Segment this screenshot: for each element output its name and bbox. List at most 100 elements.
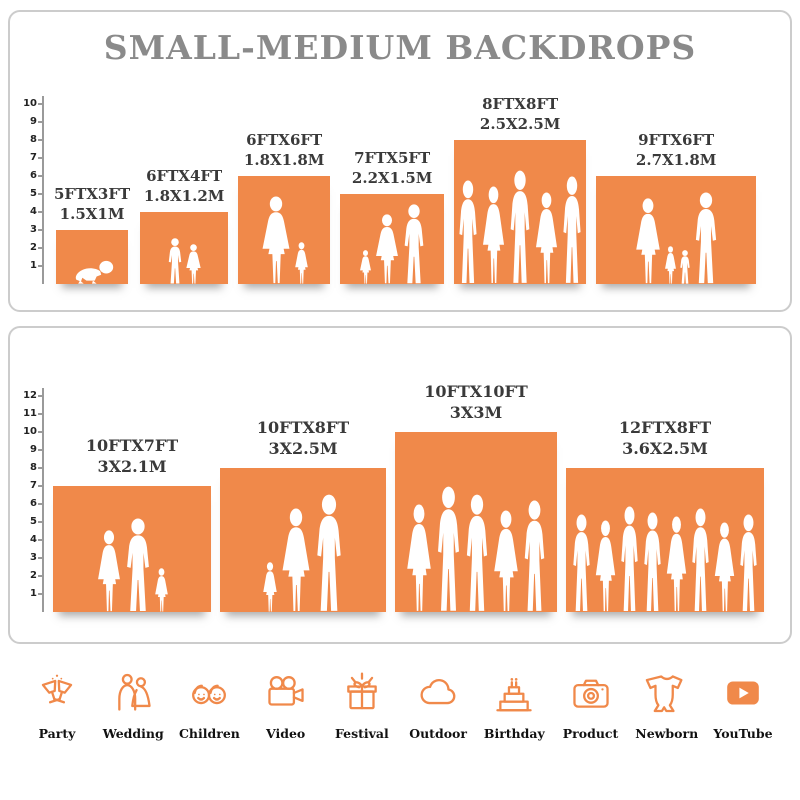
product-icon <box>572 679 609 708</box>
backdrop-bar <box>340 194 445 284</box>
person-silhouette <box>168 238 181 284</box>
backdrop-size-label: 7FTX5FT 2.2X1.5M <box>352 149 432 188</box>
person-silhouette <box>459 180 477 283</box>
person-silhouette <box>595 520 616 612</box>
person-silhouette <box>438 486 459 611</box>
person-silhouette <box>664 246 676 284</box>
birthday-icon <box>496 678 532 712</box>
category-birthday: Birthday <box>479 670 549 741</box>
person-silhouette <box>483 186 505 284</box>
bottom-panel: 1 2 3 4 5 6 7 8 9 10 11 12 10FTX7FT 3X2.… <box>8 326 792 644</box>
person-silhouette <box>635 198 660 284</box>
ruler-tick: 3 <box>30 224 43 235</box>
person-silhouette <box>375 214 398 284</box>
backdrop-bar <box>56 230 129 284</box>
backdrop-bar <box>454 140 587 284</box>
children-icon <box>192 684 227 705</box>
person-silhouette <box>563 176 581 283</box>
backdrop-12x8: 12FTX8FT 3.6X2.5M <box>566 418 764 612</box>
size-ft: 9FTX6FT <box>638 131 715 149</box>
backdrop-size-label: 10FTX10FT 3X3M <box>424 382 527 424</box>
bottom-chart: 1 2 3 4 5 6 7 8 9 10 11 12 10FTX7FT 3X2.… <box>23 382 776 612</box>
category-label: Wedding <box>102 726 164 741</box>
category-label: Video <box>266 726 306 741</box>
ruler-tick: 2 <box>30 570 43 581</box>
category-children: Children <box>174 670 244 741</box>
person-silhouette <box>510 170 530 283</box>
size-ft: 8FTX8FT <box>482 95 559 113</box>
person-silhouette <box>573 514 590 612</box>
backdrop-bar <box>566 468 764 612</box>
newborn-icon <box>645 675 683 713</box>
person-silhouette <box>185 244 201 284</box>
category-label: Product <box>562 726 619 741</box>
person-silhouette <box>97 530 120 612</box>
backdrop-size-label: 5FTX3FT 1.5X1M <box>54 185 130 224</box>
size-ft: 12FTX8FT <box>618 418 712 438</box>
person-silhouette <box>359 250 371 284</box>
category-label: Party <box>38 726 76 741</box>
ruler-tick: 7 <box>30 152 43 163</box>
ruler-line <box>42 388 44 612</box>
top-chart: 1 2 3 4 5 6 7 8 9 10 5FTX3FT 1.5X1M 6FTX… <box>23 95 776 284</box>
outdoor-icon <box>420 678 456 705</box>
person-silhouette <box>407 504 431 611</box>
backdrop-size-label: 9FTX6FT 2.7X1.8M <box>636 131 716 170</box>
person-silhouette <box>282 508 310 611</box>
festival-icon <box>347 672 377 710</box>
ruler-tick: 12 <box>23 390 43 401</box>
backdrop-10x7: 10FTX7FT 3X2.1M <box>53 436 211 612</box>
category-label: Children <box>178 726 240 741</box>
person-silhouette <box>404 204 423 284</box>
size-m: 1.8X1.8M <box>243 150 325 169</box>
ruler-tick: 7 <box>30 480 43 491</box>
backdrop-bar <box>220 468 386 612</box>
backdrop-bar <box>395 432 557 612</box>
bottom-ruler: 1 2 3 4 5 6 7 8 9 10 11 12 <box>23 388 44 612</box>
size-ft: 5FTX3FT <box>54 185 131 203</box>
ruler-tick: 3 <box>30 552 43 563</box>
backdrop-bar <box>596 176 757 284</box>
youtube-icon <box>727 681 759 705</box>
person-silhouette <box>466 494 488 611</box>
person-silhouette <box>263 562 277 612</box>
wedding-icon <box>118 673 151 711</box>
person-silhouette <box>524 500 545 611</box>
ruler-tick: 10 <box>23 426 43 437</box>
ruler-tick: 4 <box>30 206 43 217</box>
backdrop-bar <box>53 486 211 612</box>
person-silhouette <box>294 242 308 284</box>
size-m: 1.5X1M <box>59 204 125 223</box>
ruler-tick: 10 <box>23 98 43 109</box>
ruler-tick: 2 <box>30 242 43 253</box>
ruler-tick: 6 <box>30 498 43 509</box>
backdrop-size-label: 8FTX8FT 2.5X2.5M <box>480 95 560 134</box>
size-m: 3X2.5M <box>268 439 338 459</box>
category-video: Video <box>251 670 321 741</box>
backdrop-size-label: 6FTX4FT 1.8X1.2M <box>144 167 224 206</box>
category-label: YouTube <box>713 726 773 741</box>
size-ft: 10FTX8FT <box>256 418 350 438</box>
backdrop-6x4: 6FTX4FT 1.8X1.2M <box>140 167 229 284</box>
backdrop-size-label: 10FTX8FT 3X2.5M <box>257 418 349 460</box>
size-ft: 10FTX10FT <box>424 382 528 402</box>
page-title: SMALL-MEDIUM BACKDROPS <box>103 28 697 67</box>
top-ruler: 1 2 3 4 5 6 7 8 9 10 <box>23 96 44 284</box>
person-silhouette <box>536 192 558 284</box>
ruler-tick: 9 <box>30 116 43 127</box>
size-m: 1.8X1.2M <box>143 186 225 205</box>
size-m: 2.2X1.5M <box>351 168 433 187</box>
backdrop-7x5: 7FTX5FT 2.2X1.5M <box>340 149 445 284</box>
size-ft: 10FTX7FT <box>85 436 179 456</box>
category-youtube: YouTube <box>708 670 778 741</box>
backdrop-size-label: 12FTX8FT 3.6X2.5M <box>619 418 711 460</box>
category-label: Outdoor <box>409 726 467 741</box>
video-icon <box>267 676 304 706</box>
ruler-line <box>42 96 44 284</box>
category-party: Party <box>22 670 92 741</box>
category-product: Product <box>556 670 626 741</box>
backdrop-bar <box>140 212 229 284</box>
top-panel: SMALL-MEDIUM BACKDROPS 1 2 3 4 5 6 7 8 9… <box>8 10 792 312</box>
backdrop-6x6: 6FTX6FT 1.8X1.8M <box>238 131 331 284</box>
category-label: Newborn <box>635 726 699 741</box>
